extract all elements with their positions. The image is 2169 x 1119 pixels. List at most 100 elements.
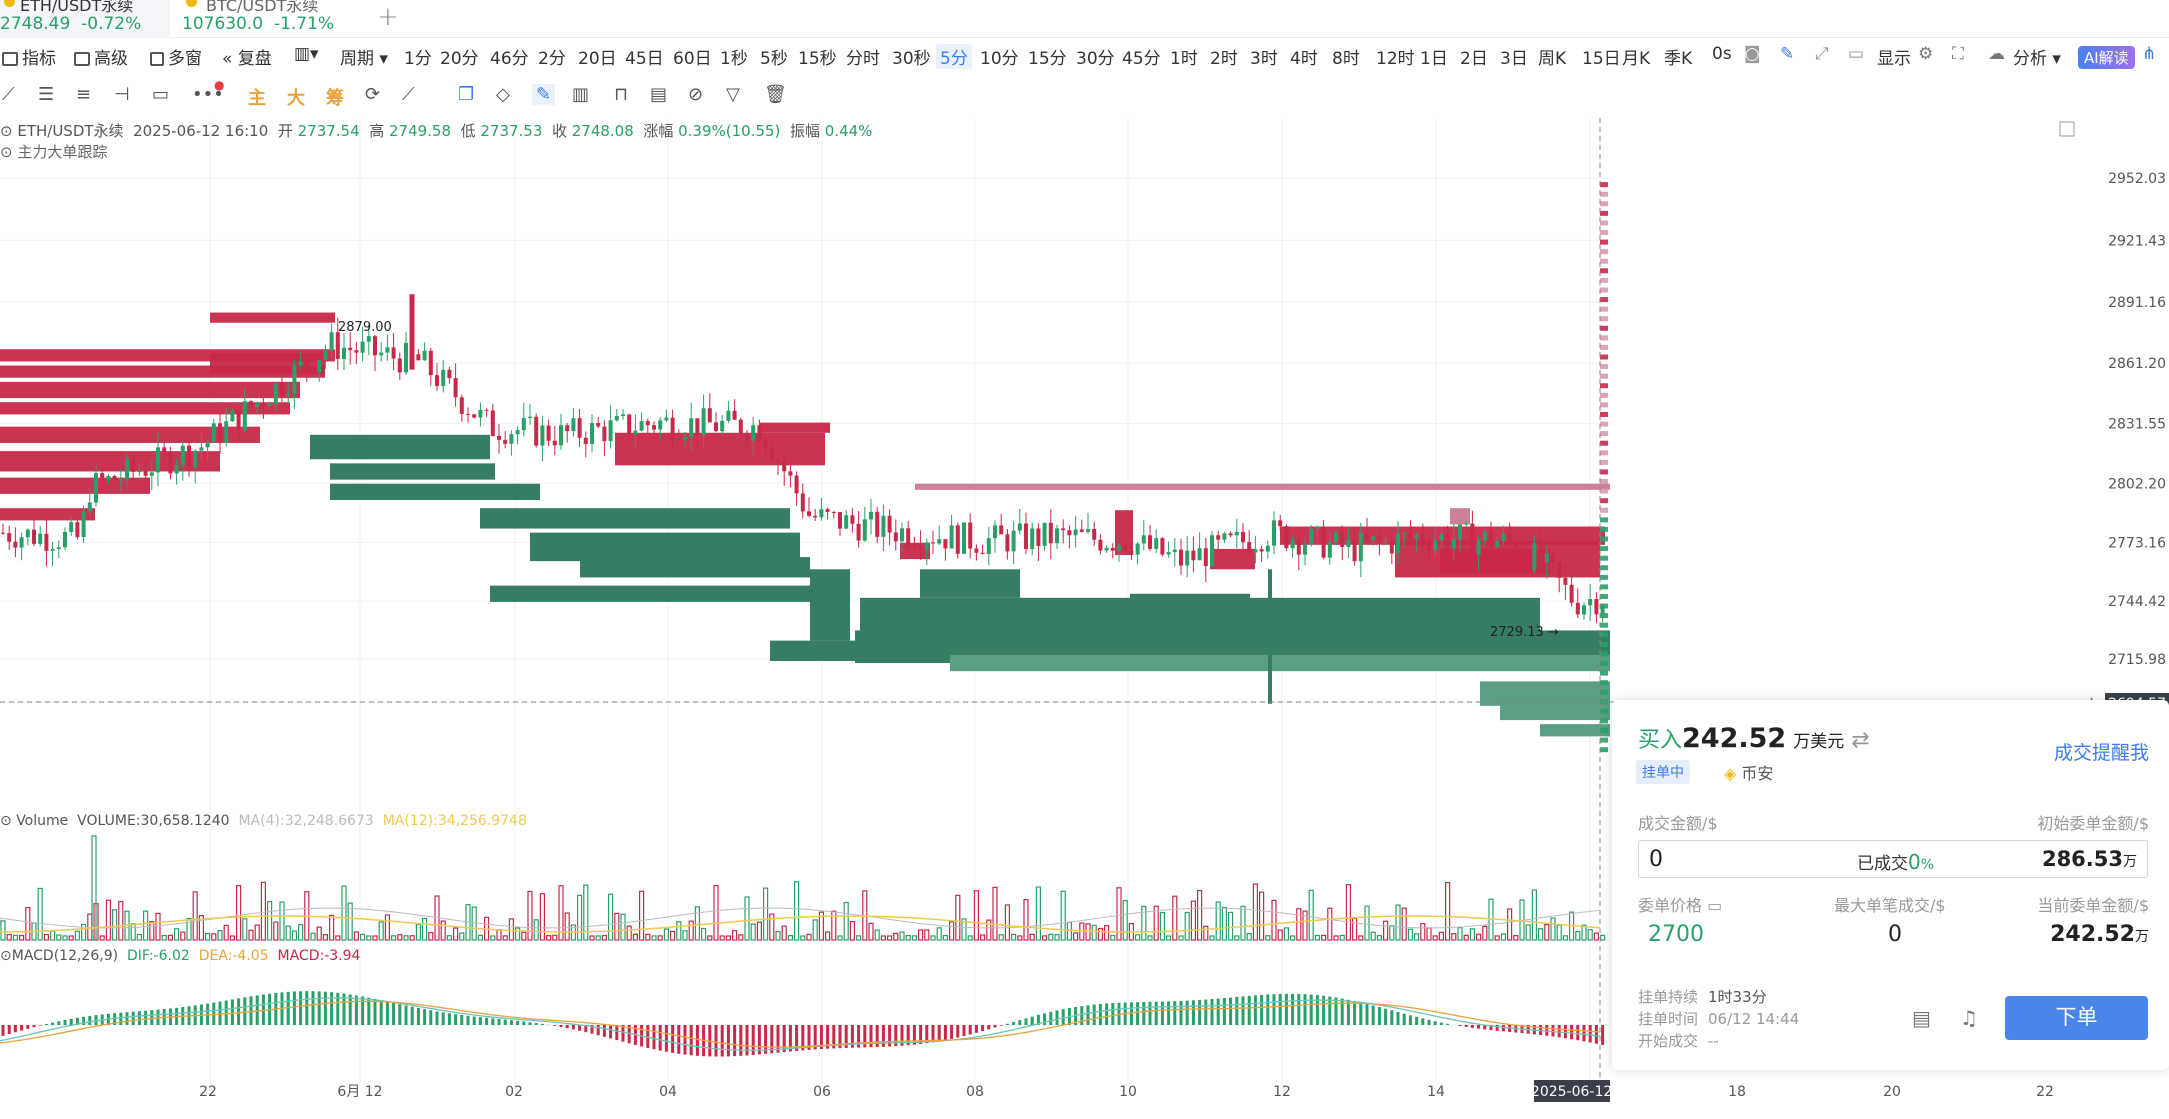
share-icon[interactable]: ⋔	[2142, 44, 2157, 64]
period-26[interactable]: 周K	[1538, 49, 1567, 69]
period-10[interactable]: 分时	[846, 49, 880, 69]
sync-tool-icon[interactable]: ⟳	[365, 84, 381, 105]
chart-type-button[interactable]: ▥▾	[294, 44, 319, 64]
period-21[interactable]: 8时	[1332, 49, 1360, 69]
tab-btc[interactable]: BTC/USDT永续 107630.0 -1.71%	[170, 0, 340, 38]
volume-bar	[1482, 925, 1488, 941]
add-tab-icon[interactable]: +	[377, 2, 399, 32]
ohlc-info: ⊙ ETH/USDT永续 2025-06-12 16:10 开 2737.54 …	[0, 122, 873, 140]
period-4[interactable]: 20日	[578, 49, 617, 69]
period-16[interactable]: 45分	[1122, 49, 1161, 69]
period-9[interactable]: 15秒	[798, 49, 837, 69]
period-2[interactable]: 46分	[490, 49, 529, 69]
period-11[interactable]: 30秒	[892, 49, 931, 69]
price-tick: 2802.20	[2108, 476, 2166, 492]
gear-icon[interactable]: ⚙	[1918, 44, 1934, 64]
place-order-button[interactable]: 下单	[2005, 996, 2148, 1040]
period-0[interactable]: 1分	[404, 49, 432, 69]
copy-tool-icon[interactable]: ❐	[458, 84, 475, 105]
advanced-button[interactable]: 高级	[74, 44, 128, 69]
period-25[interactable]: 3日	[1500, 49, 1528, 69]
period-28[interactable]: 月K	[1622, 49, 1651, 69]
macd-bar	[974, 1025, 978, 1033]
candle-body	[676, 439, 681, 441]
volume-bar	[285, 925, 291, 941]
ray-tool-icon[interactable]: ⊣	[114, 84, 130, 105]
fullscreen-icon[interactable]: ⛶	[1952, 44, 1964, 64]
draw-tool-icon[interactable]: ✎	[532, 84, 556, 105]
camera-icon[interactable]: ◙	[1744, 44, 1761, 64]
period-22[interactable]: 12时	[1376, 49, 1415, 69]
macd-bar	[230, 999, 234, 1025]
candle-body	[1352, 540, 1357, 562]
measure-tool-icon[interactable]: ⟋	[402, 84, 415, 105]
period-20[interactable]: 4时	[1290, 49, 1318, 69]
expand-icon[interactable]: ⤢	[1815, 44, 1829, 64]
candle-body	[459, 397, 464, 414]
price-chart[interactable]: 2879.00 2729.13 → 22 6月 12 02 04 06 08 10 12 14 202…	[0, 118, 1610, 1118]
macd-bar	[144, 1010, 148, 1025]
period-12[interactable]: 5分	[936, 44, 972, 69]
volume-bar	[335, 935, 341, 941]
period-5[interactable]: 45日	[625, 49, 664, 69]
period-1[interactable]: 20分	[440, 49, 479, 69]
multi-window-button[interactable]: 多窗	[150, 44, 202, 69]
lock-tool-icon[interactable]: ⊓	[614, 84, 629, 105]
trash-icon[interactable]: 🗑	[764, 84, 787, 105]
depth-bar	[1600, 335, 1608, 341]
period-6[interactable]: 60日	[673, 49, 712, 69]
main-force-tool[interactable]: 主	[248, 88, 266, 109]
volume-bar	[403, 935, 409, 941]
tab-eth[interactable]: ETH/USDT永续 2748.49 -0.72%	[0, 0, 170, 38]
volume-bar	[161, 934, 167, 941]
chip-tool[interactable]: 筹	[326, 88, 344, 109]
edit-tool-icon[interactable]: ▤	[650, 84, 668, 105]
period-7[interactable]: 1秒	[720, 49, 748, 69]
ai-button[interactable]: AI解读	[2078, 46, 2135, 69]
line-tool-icon[interactable]: ⟋	[2, 84, 15, 105]
period-18[interactable]: 2时	[1210, 49, 1238, 69]
seconds-label[interactable]: 0s	[1712, 44, 1732, 64]
alert-me-button[interactable]: 成交提醒我	[2053, 742, 2149, 764]
analysis-dropdown[interactable]: 分析 ▾	[2013, 49, 2061, 69]
magnet-tool-icon[interactable]: ⊘	[688, 84, 704, 105]
pencil-icon[interactable]: ✎	[1780, 44, 1795, 64]
period-24[interactable]: 2日	[1460, 49, 1488, 69]
note-icon[interactable]: ▤	[1912, 1006, 1931, 1030]
period-14[interactable]: 15分	[1028, 49, 1067, 69]
more-tools-icon[interactable]: •••	[192, 84, 224, 105]
bars-tool-icon[interactable]: ▥	[572, 84, 590, 105]
rect-tool-icon[interactable]: ▭	[152, 84, 170, 105]
display-button[interactable]: 显示	[1877, 49, 1911, 69]
volume-bar	[174, 928, 180, 941]
macd-bar	[1377, 1007, 1381, 1025]
start-time: 开始成交 --	[1638, 1032, 1719, 1050]
volume-bar	[341, 885, 347, 941]
period-15[interactable]: 30分	[1076, 49, 1115, 69]
hline-tool-icon[interactable]: ☰	[38, 84, 55, 105]
period-3[interactable]: 2分	[538, 49, 566, 69]
layout-icon[interactable]: ▭	[1848, 44, 1865, 64]
period-29[interactable]: 季K	[1664, 49, 1693, 69]
macd-bar	[844, 1025, 848, 1048]
period-23[interactable]: 1日	[1420, 49, 1448, 69]
period-dropdown[interactable]: 周期 ▾	[340, 49, 388, 69]
volume-bar	[1463, 934, 1469, 941]
period-8[interactable]: 5秒	[760, 49, 788, 69]
period-19[interactable]: 3时	[1250, 49, 1278, 69]
large-order-tool[interactable]: 大	[287, 88, 305, 109]
eraser-tool-icon[interactable]: ◇	[496, 84, 510, 105]
collapse-icon[interactable]: ⊙	[0, 122, 13, 140]
tracker-label[interactable]: ⊙ 主力大单跟踪	[0, 143, 108, 161]
period-27[interactable]: 15日	[1582, 49, 1621, 69]
replay-button[interactable]: « 复盘	[222, 49, 272, 69]
macd-bar	[1005, 1023, 1009, 1025]
period-13[interactable]: 10分	[980, 49, 1019, 69]
channel-tool-icon[interactable]: ≡	[76, 84, 92, 105]
filter-tool-icon[interactable]: ▽	[726, 84, 740, 105]
period-17[interactable]: 1时	[1170, 49, 1198, 69]
bell-icon[interactable]: ♫	[1960, 1006, 1978, 1030]
macd-bar	[683, 1025, 687, 1055]
indicator-button[interactable]: 指标	[2, 44, 56, 69]
macd-bar	[1160, 1001, 1164, 1025]
